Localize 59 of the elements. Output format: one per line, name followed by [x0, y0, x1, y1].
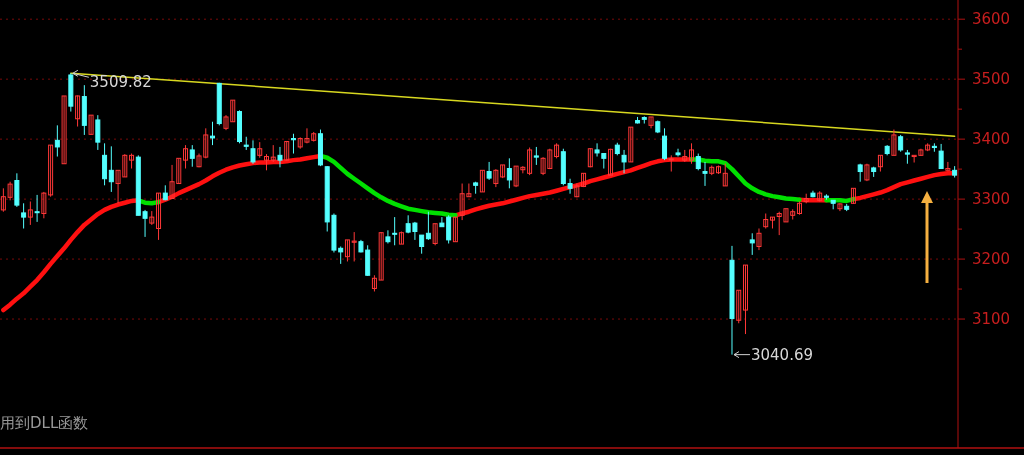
- candlestick: [877, 154, 883, 173]
- candlestick: [21, 202, 27, 229]
- candlestick: [392, 216, 398, 246]
- candlestick: [648, 116, 654, 129]
- candlestick: [61, 95, 67, 165]
- candlestick: [722, 163, 728, 187]
- candlestick: [34, 194, 40, 223]
- candlestick: [891, 129, 897, 156]
- candlestick: [608, 148, 614, 176]
- annotation: 用到DLL函数: [0, 414, 89, 432]
- candlestick: [756, 228, 762, 251]
- candlestick: [702, 161, 708, 187]
- y-tick-label: 3200: [971, 250, 1011, 269]
- y-tick-label: 3100: [971, 310, 1011, 329]
- candlestick: [945, 161, 951, 171]
- y-tick-label: 3400: [971, 130, 1011, 149]
- candlestick: [88, 114, 94, 136]
- candlestick: [344, 239, 350, 262]
- candlestick: [675, 148, 681, 158]
- candlestick: [479, 169, 485, 193]
- candlestick: [108, 145, 114, 193]
- y-tick-label: 3500: [971, 70, 1011, 89]
- candlestick: [156, 192, 162, 241]
- candlestick: [938, 143, 944, 170]
- candlestick: [210, 121, 216, 146]
- candlestick: [385, 229, 391, 244]
- candlestick: [742, 264, 748, 335]
- candlestick: [284, 141, 290, 162]
- y-tick-label: 3300: [971, 190, 1011, 209]
- candlestick: [95, 114, 101, 151]
- candlestick: [689, 142, 695, 165]
- candlestick: [864, 163, 870, 182]
- candlestick: [621, 149, 627, 174]
- candlestick: [250, 139, 256, 165]
- candlestick: [102, 142, 108, 186]
- candlestick: [378, 231, 384, 281]
- candlestick: [837, 202, 843, 212]
- candlestick: [290, 133, 296, 155]
- y-tick-label: 3600: [971, 10, 1011, 29]
- annotation: 3509.82: [89, 73, 152, 92]
- candlestick: [432, 223, 438, 246]
- candlestick: [183, 144, 189, 170]
- candlestick: [486, 161, 492, 181]
- candlestick: [628, 126, 634, 163]
- candlestick: [662, 127, 668, 161]
- annotation: 3040.69: [750, 345, 814, 364]
- candlestick: [452, 216, 458, 243]
- candlestick: [75, 94, 81, 128]
- candlestick: [736, 289, 742, 324]
- candlestick: [425, 211, 431, 241]
- candlestick: [587, 147, 593, 168]
- candlestick: [749, 232, 755, 256]
- candlestick: [189, 144, 195, 168]
- candlestick: [506, 157, 512, 189]
- candlestick: [277, 146, 283, 168]
- candlestick: [419, 234, 425, 255]
- candlestick: [54, 124, 60, 158]
- candlestick: [351, 231, 357, 262]
- candlestick: [27, 201, 33, 226]
